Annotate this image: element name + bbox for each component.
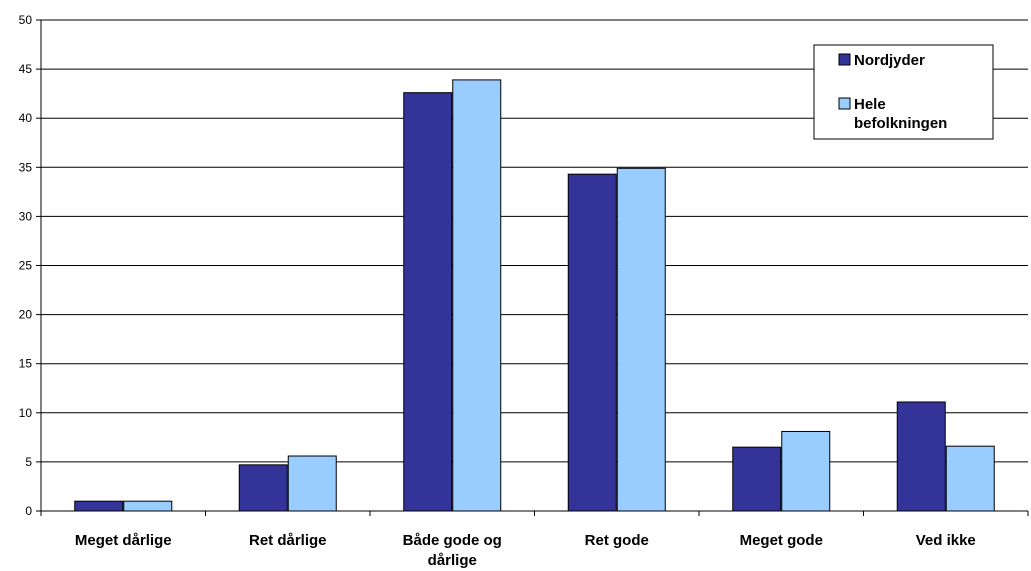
- x-category-label-line: Ret dårlige: [249, 532, 327, 549]
- y-tick-label: 30: [19, 209, 33, 223]
- legend-swatch-hele-befolkningen: [838, 97, 851, 110]
- axes: [36, 19, 1029, 516]
- bar-hele-befolkningen: [123, 500, 173, 512]
- x-category-label-line: Ret gode: [585, 532, 649, 549]
- y-tick-label: 5: [25, 455, 32, 469]
- bar-hele-befolkningen: [945, 445, 995, 512]
- legend-label-line: Nordjyder: [854, 52, 925, 69]
- legend-label: Hele befolkningen: [854, 96, 947, 132]
- bar-hele-befolkningen: [616, 167, 666, 512]
- x-category-label: Ved ikke: [916, 532, 976, 549]
- x-category-label-line: Både gode og: [403, 532, 502, 549]
- y-tick-label: 40: [19, 111, 33, 125]
- bar-nordjyder: [403, 92, 453, 512]
- legend-label-line: befolkningen: [854, 115, 947, 132]
- x-category-label-line: Meget dårlige: [75, 532, 172, 549]
- y-tick-label: 45: [19, 62, 33, 76]
- legend-label: Nordjyder: [854, 52, 925, 69]
- legend: Nordjyder Hele befolkningen: [813, 44, 994, 140]
- bar-nordjyder: [74, 500, 124, 512]
- bar-hele-befolkningen: [287, 455, 337, 512]
- x-category-label: Ret dårlige: [249, 532, 327, 549]
- bars: [74, 79, 995, 512]
- bar-hele-befolkningen: [452, 79, 502, 512]
- y-tick-label: 0: [25, 504, 32, 518]
- bar-nordjyder: [732, 446, 782, 512]
- x-category-label: Meget dårlige: [75, 532, 172, 549]
- y-tick-label: 25: [19, 259, 33, 273]
- y-tick-label: 15: [19, 357, 33, 371]
- x-category-label-line: dårlige: [428, 552, 477, 569]
- y-tick-label: 20: [19, 308, 33, 322]
- bar-nordjyder: [896, 401, 946, 512]
- y-tick-label: 35: [19, 160, 33, 174]
- y-tick-label: 10: [19, 406, 33, 420]
- axis-labels: 0 5 10 15 20 25 30 35 40 45 50 Meget dårlige Ret dår…: [19, 13, 976, 569]
- bar-nordjyder: [567, 173, 617, 512]
- gridlines: [41, 19, 1028, 463]
- x-category-label-line: Ved ikke: [916, 532, 976, 549]
- x-category-label-line: Meget gode: [740, 532, 823, 549]
- x-category-label: Ret gode: [585, 532, 649, 549]
- x-category-label: Meget gode: [740, 532, 823, 549]
- x-category-label: Både gode og dårlige: [403, 532, 502, 569]
- y-tick-label: 50: [19, 13, 33, 27]
- bar-nordjyder: [238, 464, 288, 512]
- legend-label-line: Hele: [854, 96, 886, 113]
- legend-swatch-nordjyder: [838, 53, 851, 66]
- bar-hele-befolkningen: [781, 430, 831, 512]
